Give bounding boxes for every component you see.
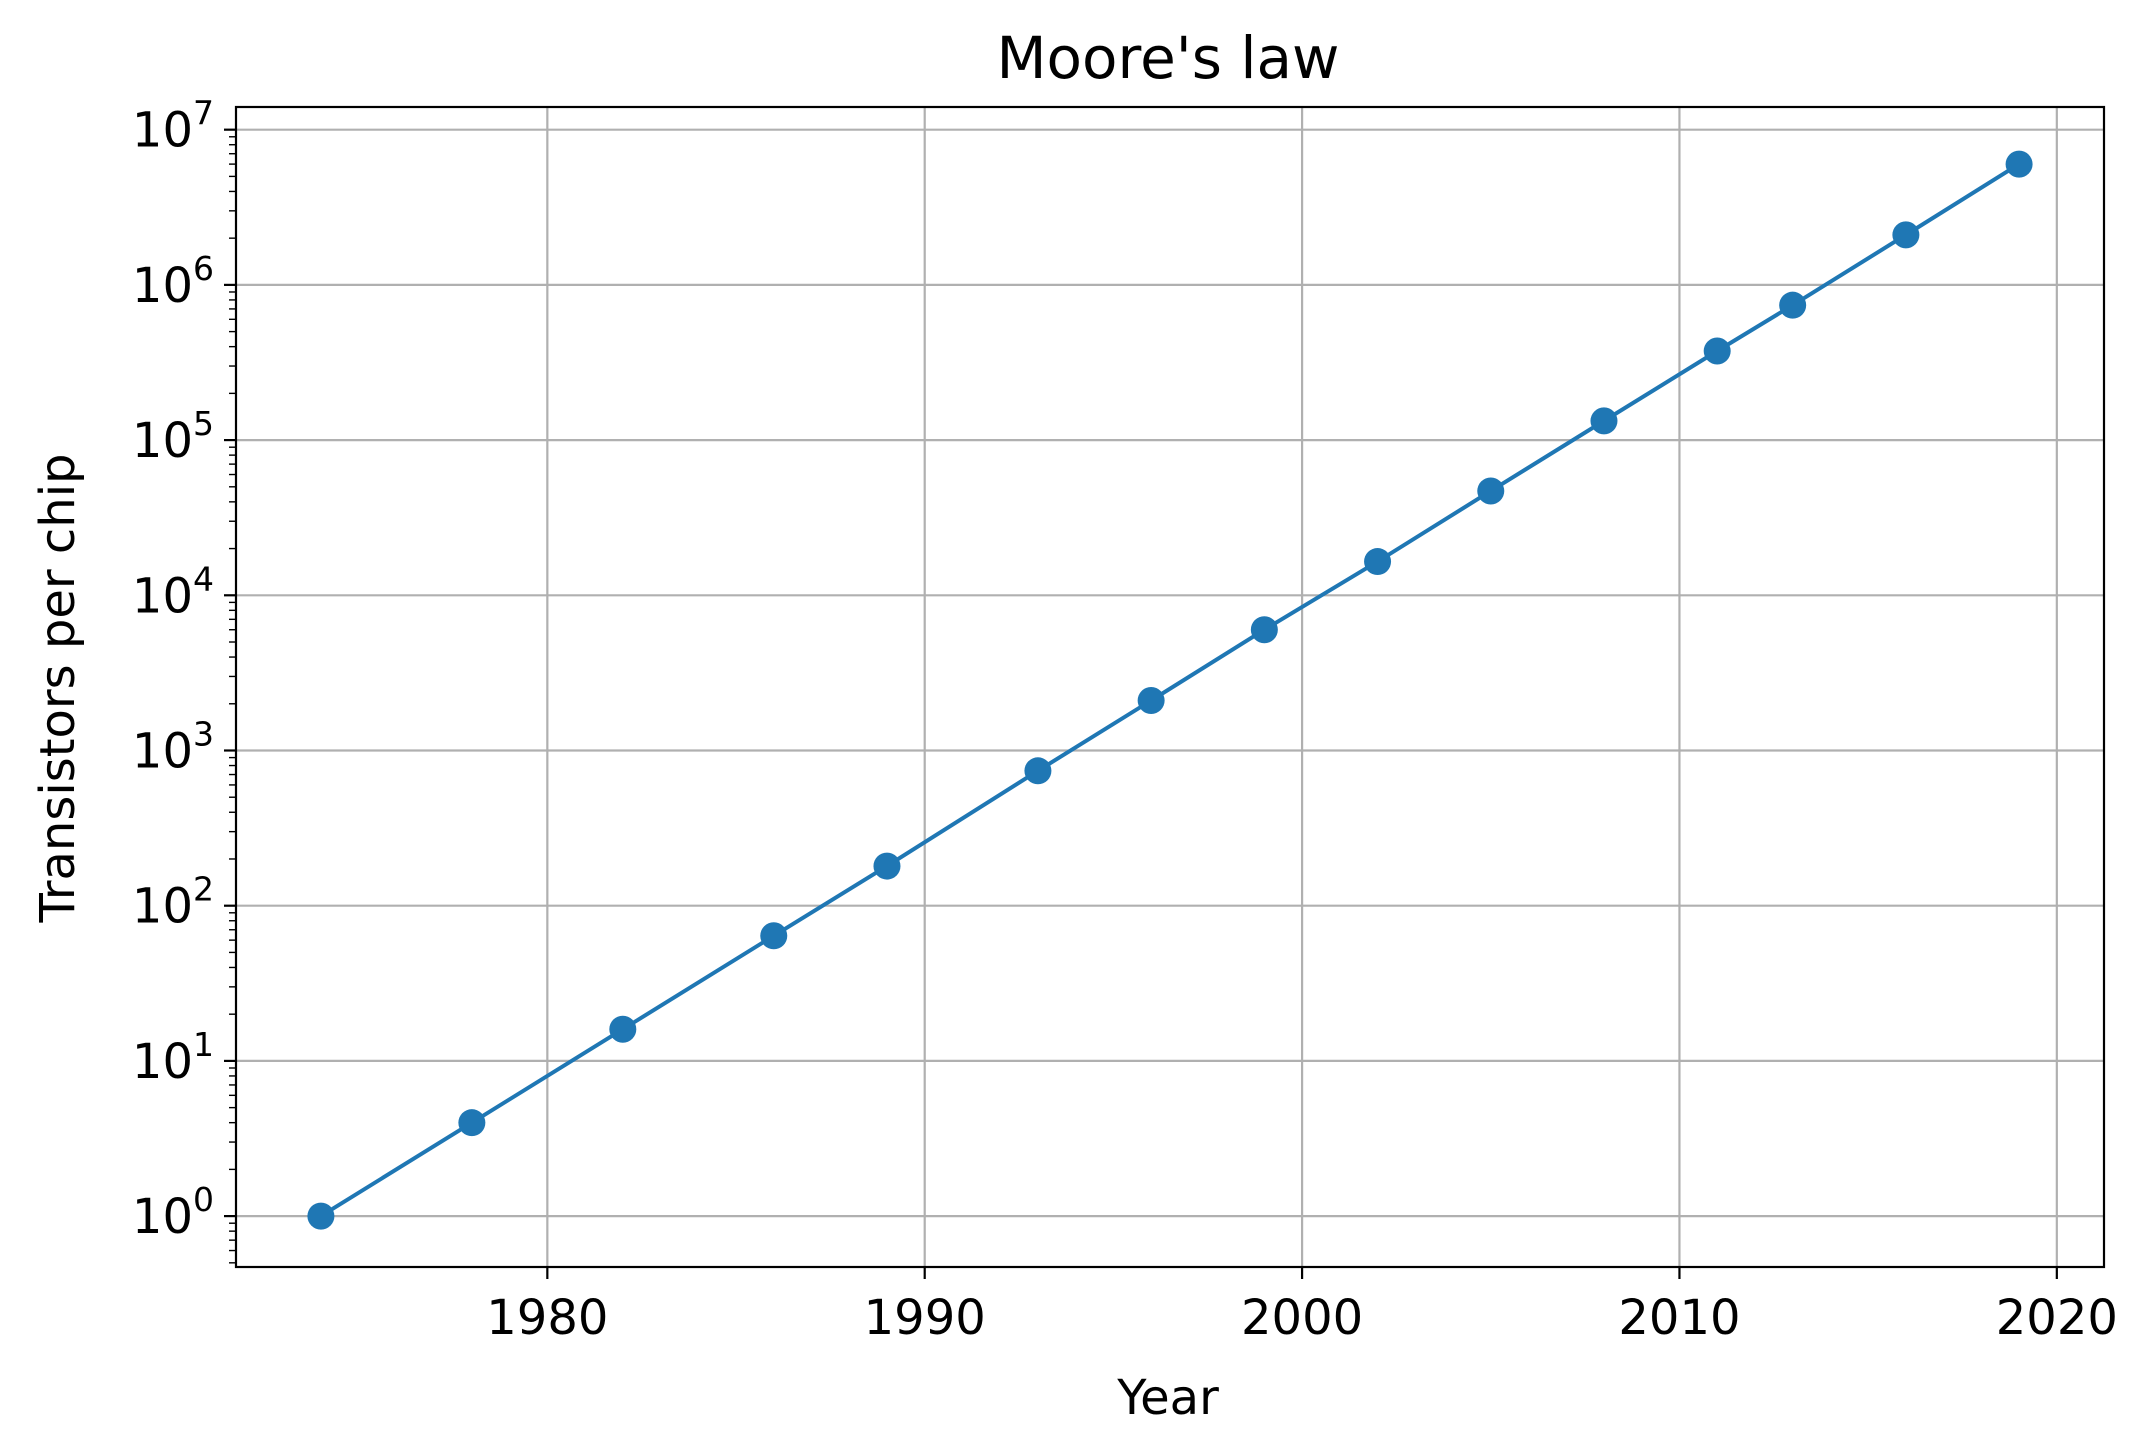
y-tick-label: 106 (132, 249, 214, 314)
y-tick-label: 102 (132, 870, 214, 935)
data-point (1590, 407, 1618, 435)
series-layer (307, 150, 2033, 1230)
data-point (1703, 337, 1731, 365)
y-tick-label: 105 (132, 404, 214, 469)
data-point (609, 1015, 637, 1043)
x-tick-label: 2020 (1996, 1290, 2118, 1346)
x-tick-label: 1990 (864, 1290, 986, 1346)
y-tick-label: 101 (132, 1025, 214, 1090)
data-point (873, 852, 901, 880)
data-point (1137, 686, 1165, 714)
data-point (1892, 221, 1920, 249)
data-point (1477, 477, 1505, 505)
x-tick-label: 1980 (486, 1290, 608, 1346)
chart-title: Moore's law (997, 24, 1340, 92)
x-axis-label: Year (1116, 1370, 1219, 1426)
y-tick-label: 107 (132, 94, 214, 159)
data-point (1250, 616, 1278, 644)
grid (236, 107, 2104, 1267)
y-tick-label: 100 (132, 1180, 214, 1245)
data-point (2005, 150, 2033, 178)
data-point (307, 1202, 335, 1230)
data-point (760, 922, 788, 950)
y-axis-label: Transistors per chip (30, 454, 86, 924)
x-tick-label: 2010 (1618, 1290, 1740, 1346)
ticks: 1980 1990 2000 2010 2020 100 101 102 103 104 105 10… (132, 94, 2118, 1346)
x-tick-label: 2000 (1241, 1290, 1363, 1346)
data-point (1779, 291, 1807, 319)
data-point (1024, 757, 1052, 785)
data-point (458, 1109, 486, 1137)
data-point (1364, 548, 1392, 576)
axes-frame (234, 105, 2106, 1269)
y-tick-label: 103 (132, 714, 214, 779)
y-tick-label: 104 (132, 559, 214, 624)
